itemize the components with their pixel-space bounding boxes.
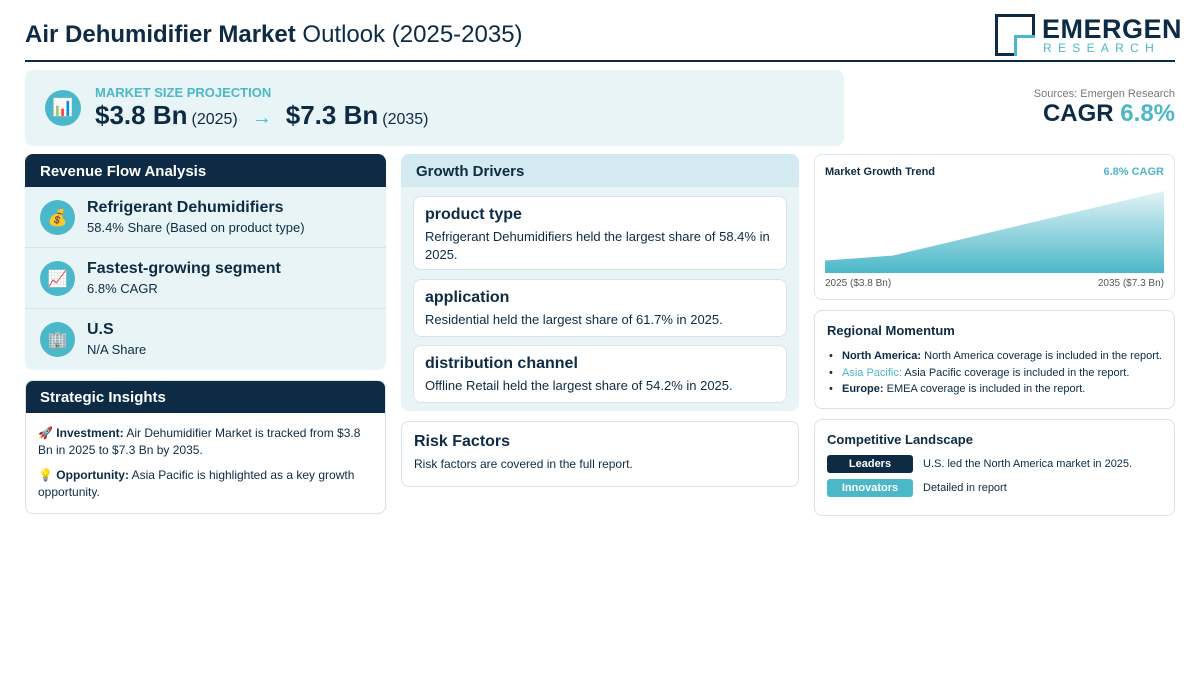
projection-label: MARKET SIZE PROJECTION: [95, 85, 272, 100]
driver-text: Residential held the largest share of 61…: [425, 312, 723, 327]
growth-drivers-card: Growth Drivers product type Refrigerant …: [401, 154, 799, 411]
projection-start-year: (2025): [191, 111, 238, 128]
insight-label: Opportunity:: [56, 468, 129, 482]
insight-item: 💡 Opportunity: Asia Pacific is highlight…: [38, 467, 373, 501]
competitive-row: Innovators Detailed in report: [827, 479, 1162, 503]
market-growth-trend-card: Market Growth Trend 6.8% CAGR 2025 ($3.8…: [814, 154, 1175, 300]
insight-text: Air Dehumidifier Market is tracked from …: [38, 426, 361, 457]
trend-end-label: 2035 ($7.3 Bn): [1097, 278, 1164, 289]
cagr-label: CAGR: [1042, 100, 1114, 127]
trend-start-label: 2025 ($3.8 Bn): [825, 278, 892, 289]
leaders-badge: Leaders: [827, 455, 913, 473]
driver-item: product type Refrigerant Dehumidifiers h…: [413, 196, 787, 270]
revenue-flow-item-title: U.S: [87, 321, 114, 338]
regional-momentum-title: Regional Momentum: [827, 323, 955, 338]
regional-item: North America: North America coverage is…: [827, 348, 1162, 365]
lightbulb-icon: 💡: [38, 468, 53, 482]
insight-item: 🚀 Investment: Air Dehumidifier Market is…: [38, 425, 373, 459]
bar-chart-icon: 📊: [45, 90, 81, 126]
risk-factors-card: Risk Factors Risk factors are covered in…: [401, 421, 799, 487]
cagr-headline: CAGR 6.8%: [1043, 100, 1175, 128]
region-text: EMEA coverage is included in the report.: [886, 383, 1086, 395]
competitive-text: U.S. led the North America market in 202…: [923, 458, 1133, 470]
regional-momentum-card: Regional Momentum North America: North A…: [814, 310, 1175, 409]
page-title-rest: Outlook (2025-2035): [302, 21, 523, 48]
driver-item: distribution channel Offline Retail held…: [413, 345, 787, 403]
region-name: North America:: [842, 350, 922, 362]
region-text: Asia Pacific coverage is included in the…: [904, 366, 1130, 379]
trend-cagr: 6.8% CAGR: [1103, 166, 1164, 178]
revenue-flow-item: 💰 Refrigerant Dehumidifiers 58.4% Share …: [25, 187, 386, 248]
region-name: Asia Pacific:: [842, 366, 902, 379]
competitive-row: Leaders U.S. led the North America marke…: [827, 455, 1162, 479]
sources-text: Sources: Emergen Research: [1033, 88, 1175, 100]
risk-factors-text: Risk factors are covered in the full rep…: [414, 457, 633, 471]
trend-chart-icon: 📈: [40, 261, 75, 296]
revenue-flow-card: Revenue Flow Analysis 💰 Refrigerant Dehu…: [25, 154, 386, 370]
regional-item: Europe: EMEA coverage is included in the…: [827, 381, 1162, 398]
driver-item: application Residential held the largest…: [413, 279, 787, 337]
strategic-insights-body: 🚀 Investment: Air Dehumidifier Market is…: [26, 413, 385, 501]
driver-title: product type: [425, 206, 522, 223]
strategic-insights-card: Strategic Insights 🚀 Investment: Air Deh…: [25, 380, 386, 514]
competitive-text: Detailed in report: [923, 482, 1007, 494]
projection-start-value: $3.8 Bn: [95, 100, 188, 130]
projection-values: $3.8 Bn (2025) → $7.3 Bn (2035): [95, 100, 429, 131]
driver-title: distribution channel: [425, 355, 578, 372]
revenue-flow-item-subtitle: 58.4% Share (Based on product type): [87, 220, 305, 235]
header: Air Dehumidifier Market Outlook (2025-20…: [25, 10, 1182, 62]
emergen-logo[interactable]: EMERGEN RESEARCH: [995, 14, 1182, 56]
arrow-right-icon: →: [251, 107, 272, 129]
region-name: Europe:: [842, 383, 884, 395]
region-text: North America coverage is included in th…: [924, 350, 1162, 362]
regional-item: Asia Pacific: Asia Pacific coverage is i…: [827, 365, 1162, 382]
projection-end-value: $7.3 Bn: [285, 100, 379, 130]
competitive-landscape-title: Competitive Landscape: [827, 432, 973, 447]
revenue-flow-item-subtitle: N/A Share: [87, 342, 147, 357]
regional-list: North America: North America coverage is…: [827, 348, 1162, 398]
risk-factors-title: Risk Factors: [414, 433, 511, 450]
market-size-projection: 📊 MARKET SIZE PROJECTION $3.8 Bn (2025) → $…: [25, 70, 844, 146]
driver-text: Offline Retail held the largest share of…: [425, 378, 733, 393]
projection-end-year: (2035): [382, 111, 429, 128]
logo-subtitle: RESEARCH: [1043, 41, 1161, 55]
revenue-flow-item: 🏢 U.S N/A Share: [25, 309, 386, 370]
innovators-badge: Innovators: [827, 479, 913, 497]
growth-drivers-title: Growth Drivers: [401, 154, 799, 187]
rocket-icon: 🚀: [38, 426, 53, 440]
insight-label: Investment:: [56, 426, 124, 440]
driver-text: Refrigerant Dehumidifiers held the large…: [425, 229, 770, 262]
strategic-insights-title: Strategic Insights: [26, 381, 385, 413]
revenue-flow-item-title: Fastest-growing segment: [87, 260, 281, 277]
trend-title: Market Growth Trend: [825, 166, 936, 178]
trend-area: [825, 191, 1164, 273]
trend-area-chart: [825, 191, 1164, 273]
logo-name: EMERGEN: [1042, 14, 1183, 44]
competitive-landscape-card: Competitive Landscape Leaders U.S. led t…: [814, 419, 1175, 516]
driver-title: application: [425, 289, 510, 306]
money-bag-icon: 💰: [40, 200, 75, 235]
revenue-flow-item-subtitle: 6.8% CAGR: [87, 281, 158, 296]
logo-mark-icon: [995, 14, 1035, 56]
page-title-bold: Air Dehumidifier Market: [25, 21, 296, 48]
revenue-flow-item-title: Refrigerant Dehumidifiers: [87, 199, 284, 216]
revenue-flow-item: 📈 Fastest-growing segment 6.8% CAGR: [25, 248, 386, 309]
cagr-value: 6.8%: [1120, 100, 1175, 127]
revenue-flow-title: Revenue Flow Analysis: [25, 154, 386, 187]
page-title: Air Dehumidifier Market Outlook (2025-20…: [25, 21, 523, 49]
insight-text: Asia Pacific is highlighted as a key gro…: [38, 468, 355, 499]
office-building-icon: 🏢: [40, 322, 75, 357]
